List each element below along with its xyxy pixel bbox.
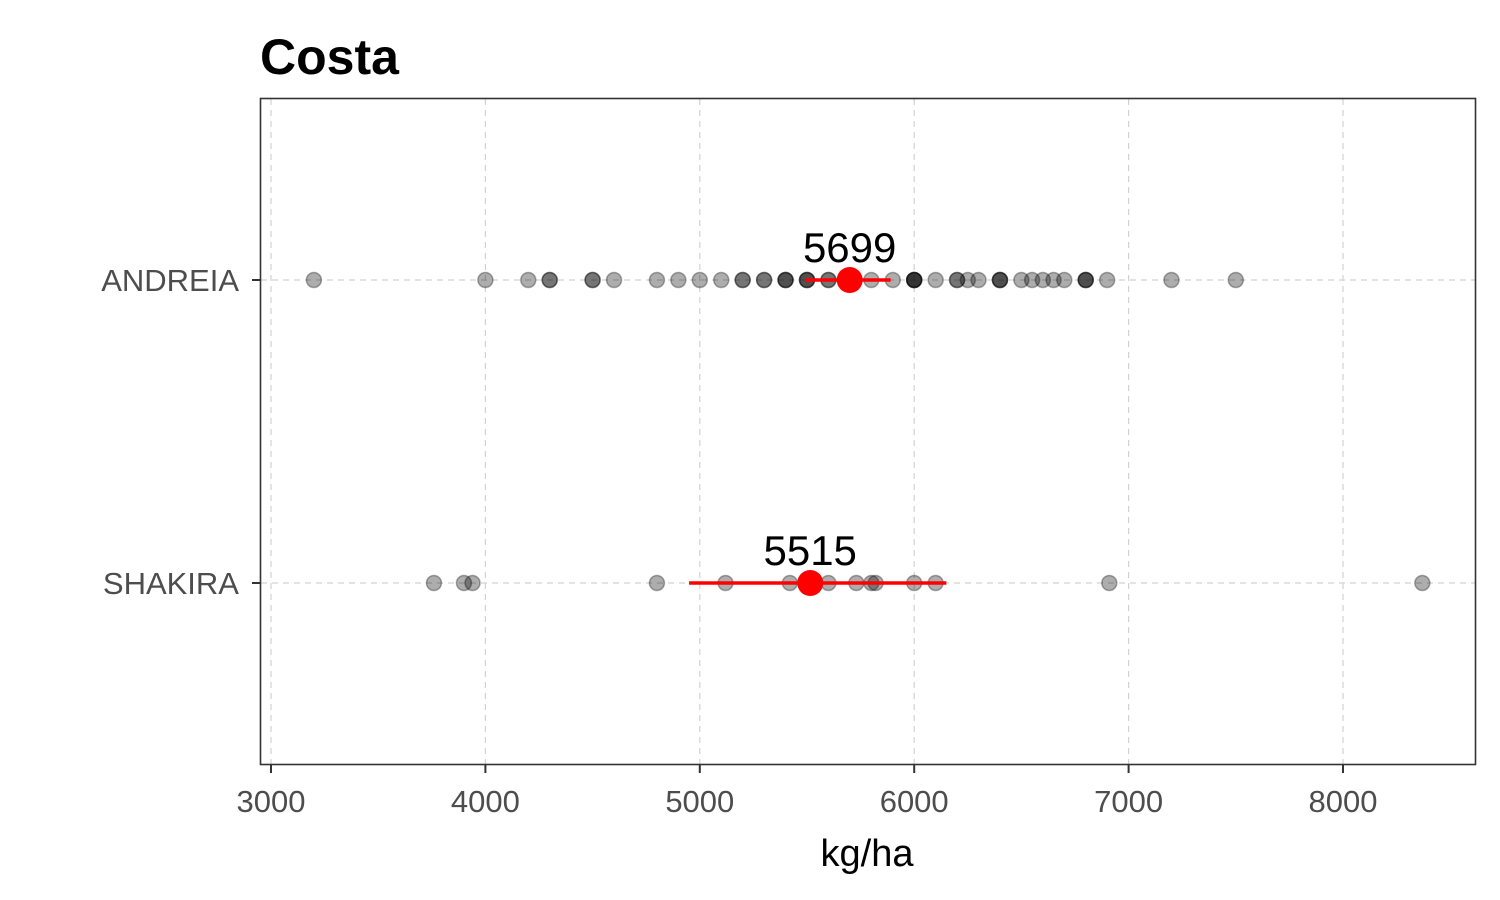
data-point (691, 271, 709, 289)
data-point (477, 271, 494, 289)
data-point (991, 271, 1009, 289)
data-point (648, 271, 666, 289)
mean-summaries: 5699 5515 (689, 224, 947, 596)
x-tick-label: 6000 (880, 784, 949, 819)
mean-point (797, 570, 824, 596)
data-point (1163, 271, 1180, 289)
x-tick-label: 4000 (451, 784, 520, 819)
data-point (541, 271, 558, 289)
data-point (755, 271, 773, 289)
data-point (777, 271, 794, 289)
data-point (1034, 271, 1052, 289)
data-point (905, 271, 923, 289)
x-tick-label: 8000 (1309, 784, 1378, 819)
data-point (464, 574, 481, 592)
data-point (970, 271, 987, 289)
data-point (670, 271, 687, 289)
y-tick-label: ANDREIA (101, 263, 239, 298)
y-axis: ANDREIA SHAKIRA (101, 263, 261, 601)
chart-title: Costa (260, 29, 400, 85)
data-point (991, 271, 1009, 289)
y-tick-label: SHAKIRA (103, 566, 239, 601)
data-point (948, 271, 966, 289)
data-point (1077, 271, 1094, 289)
data-point (991, 271, 1009, 289)
data-points (305, 271, 1431, 592)
data-point (777, 271, 794, 289)
data-point (1414, 574, 1431, 592)
x-tick-label: 7000 (1094, 784, 1163, 819)
data-point (605, 271, 623, 289)
data-point (905, 271, 923, 289)
mean-value-label: 5515 (763, 527, 856, 574)
data-point (948, 271, 966, 289)
data-point (425, 574, 443, 592)
data-point (1077, 271, 1094, 289)
data-point (648, 574, 666, 592)
data-point (1023, 271, 1041, 289)
data-point (455, 574, 473, 592)
data-point (734, 271, 751, 289)
mean-value-label: 5699 (803, 224, 896, 271)
data-point (1101, 574, 1118, 592)
data-point (305, 271, 323, 289)
x-tick-label: 5000 (665, 784, 734, 819)
grid-lines (261, 99, 1475, 764)
plot-panel-border (259, 97, 1477, 766)
data-point (1098, 271, 1116, 289)
data-point (927, 271, 944, 289)
data-point (1045, 271, 1062, 289)
mean-point (836, 267, 863, 293)
data-point (584, 271, 601, 289)
data-point (734, 271, 751, 289)
data-point (905, 271, 923, 289)
data-point (905, 271, 923, 289)
data-point (520, 271, 537, 289)
data-point (1013, 271, 1030, 289)
data-point (1056, 271, 1073, 289)
data-point (959, 271, 977, 289)
data-point (541, 271, 558, 289)
x-axis-title: kg/ha (821, 833, 915, 875)
data-point (1077, 271, 1094, 289)
data-point (1227, 271, 1245, 289)
data-point (712, 271, 730, 289)
data-point (755, 271, 773, 289)
x-tick-label: 3000 (237, 784, 306, 819)
data-point (777, 271, 794, 289)
data-point (584, 271, 601, 289)
x-axis: 3000 4000 5000 6000 7000 8000 (237, 764, 1378, 819)
